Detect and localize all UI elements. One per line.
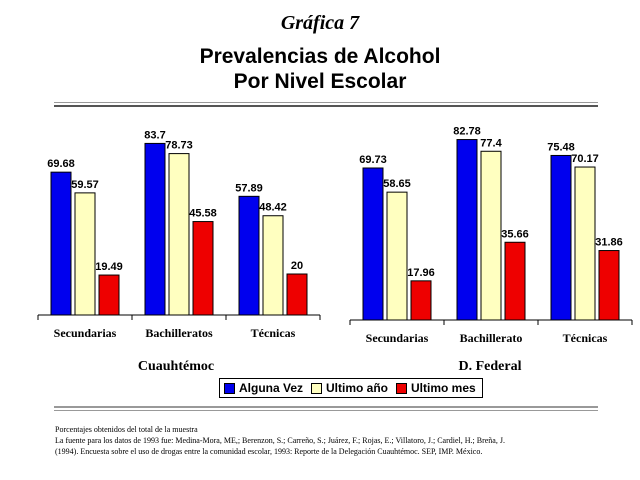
- d-federal-value-label: 35.66: [501, 228, 529, 240]
- d-federal-bar-tecnicas-ultimo-ano: [574, 166, 596, 321]
- source-note-line2: La fuente para los datos de 1993 fue: Me…: [55, 436, 505, 445]
- cuauhtemoc-bar-secundarias-ultimo-ano: [74, 192, 96, 316]
- d-federal-value-label: 82.78: [453, 126, 481, 138]
- cuauhtemoc-category-label: Técnicas: [251, 326, 296, 340]
- cuauhtemoc-value-label: 78.73: [165, 140, 193, 152]
- d-federal-bar-bachillerato-ultimo-mes: [504, 241, 526, 321]
- d-federal-value-label: 31.86: [595, 237, 623, 249]
- legend-swatch-ultimo-ano: [311, 382, 323, 394]
- legend-label-alguna-vez: Alguna Vez: [239, 381, 304, 395]
- cuauhtemoc-value-label: 20: [291, 260, 303, 272]
- d-federal-value-label: 77.4: [480, 137, 502, 149]
- source-note: Porcentajes obtenidos del total de la mu…: [55, 424, 615, 457]
- chart-title-line1: Prevalencias de Alcohol: [199, 45, 441, 68]
- d-federal-category-label: Bachillerato: [460, 331, 523, 345]
- figure-label: Gráfica 7: [280, 12, 360, 34]
- chart-title-line2: Por Nivel Escolar: [233, 70, 407, 93]
- cuauhtemoc-value-label: 45.58: [189, 208, 217, 220]
- cuauhtemoc-bar-bachilleratos-ultimo-mes: [192, 221, 214, 316]
- legend-swatch-ultimo-mes: [396, 382, 408, 394]
- top-divider-thick: [54, 105, 598, 107]
- chart-title: Prevalencias de Alcohol Por Nivel Escola…: [0, 44, 640, 94]
- legend-swatch-alguna-vez: [224, 382, 235, 394]
- legend-item-ultimo-mes: Ultimo mes: [396, 381, 476, 395]
- d-federal-bar-bachillerato-ultimo-ano: [480, 150, 502, 321]
- legend-item-ultimo-ano: Ultimo año: [311, 381, 388, 395]
- d-federal-bar-secundarias-ultimo-mes: [410, 280, 432, 321]
- d-federal-bar-secundarias-alguna-vez: [362, 167, 384, 321]
- d-federal-bar-tecnicas-ultimo-mes: [598, 250, 620, 321]
- cuauhtemoc-bar-tecnicas-ultimo-mes: [286, 273, 308, 316]
- legend-label-ultimo-mes: Ultimo mes: [411, 381, 476, 395]
- d-federal-bar-bachillerato-alguna-vez: [456, 139, 478, 321]
- cuauhtemoc-bar-bachilleratos-alguna-vez: [144, 142, 166, 316]
- bottom-divider: [54, 410, 598, 411]
- cuauhtemoc-value-label: 83.7: [144, 129, 165, 141]
- d-federal-category-label: Secundarias: [366, 331, 429, 345]
- d-federal-value-label: 75.48: [547, 141, 575, 153]
- bottom-divider-thick: [54, 406, 598, 408]
- cuauhtemoc-category-label: Bachilleratos: [145, 326, 213, 340]
- top-divider: [54, 102, 598, 103]
- legend-item-alguna-vez: Alguna Vez: [224, 381, 303, 395]
- cuauhtemoc-bar-secundarias-alguna-vez: [50, 171, 72, 316]
- cuauhtemoc-bar-secundarias-ultimo-mes: [98, 274, 120, 316]
- cuauhtemoc-value-label: 69.68: [47, 158, 75, 170]
- d-federal-value-label: 58.65: [383, 178, 411, 190]
- cuauhtemoc-value-label: 19.49: [95, 261, 123, 273]
- cuauhtemoc-value-label: 48.42: [259, 202, 287, 214]
- d-federal-value-label: 70.17: [571, 153, 599, 165]
- d-federal-bar-secundarias-ultimo-ano: [386, 191, 408, 321]
- source-note-line3: (1994). Encuesta sobre el uso de drogas …: [55, 447, 483, 456]
- cuauhtemoc-value-label: 57.89: [235, 182, 263, 194]
- d-federal-value-label: 17.96: [407, 267, 435, 279]
- d-federal-category-label: Técnicas: [563, 331, 608, 345]
- d-federal-bar-tecnicas-alguna-vez: [550, 154, 572, 321]
- legend: Alguna Vez Ultimo año Ultimo mes: [219, 378, 483, 398]
- cuauhtemoc-chart-title: Cuauhtémoc: [138, 359, 214, 374]
- cuauhtemoc-bar-tecnicas-ultimo-ano: [262, 215, 284, 316]
- cuauhtemoc-bar-bachilleratos-ultimo-ano: [168, 153, 190, 316]
- source-note-line1: Porcentajes obtenidos del total de la mu…: [55, 425, 198, 434]
- d-federal-value-label: 69.73: [359, 154, 387, 166]
- legend-label-ultimo-ano: Ultimo año: [326, 381, 389, 395]
- d-federal-chart-title: D. Federal: [459, 359, 522, 374]
- cuauhtemoc-value-label: 59.57: [71, 179, 99, 191]
- cuauhtemoc-category-label: Secundarias: [54, 326, 117, 340]
- cuauhtemoc-bar-tecnicas-alguna-vez: [238, 195, 260, 316]
